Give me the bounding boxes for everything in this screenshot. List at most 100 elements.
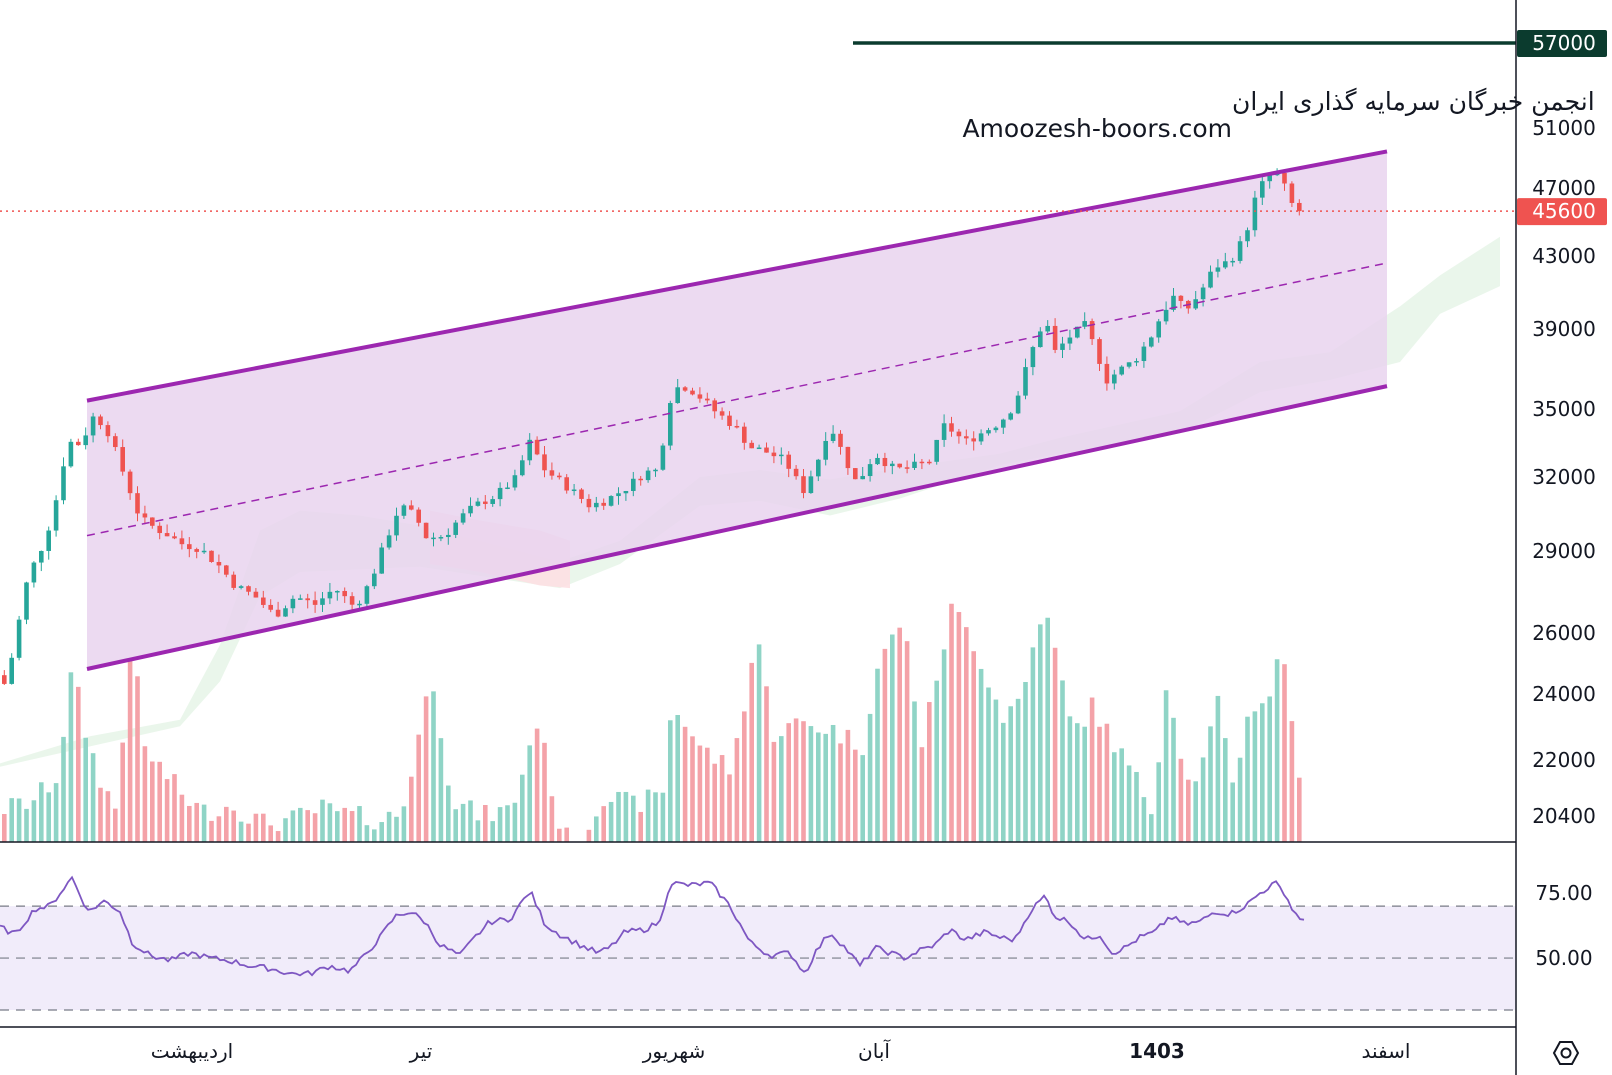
volume-bar bbox=[853, 749, 858, 842]
candle-body bbox=[845, 446, 851, 469]
target-price-badge-bg bbox=[1517, 30, 1607, 57]
price-tick-label: 22000 bbox=[1532, 748, 1596, 772]
candle-body bbox=[904, 467, 910, 469]
volume-bar bbox=[468, 800, 473, 842]
candle-body bbox=[275, 609, 281, 617]
volume-bar bbox=[386, 811, 392, 842]
volume-bar bbox=[83, 737, 88, 842]
candle-body bbox=[298, 598, 303, 600]
volume-bar bbox=[534, 728, 540, 842]
time-tick-label: شهریور bbox=[642, 1039, 706, 1063]
last-price-badge-bg bbox=[1517, 198, 1607, 226]
candle-body bbox=[246, 586, 251, 592]
candle-body bbox=[497, 487, 503, 500]
candle-body bbox=[31, 562, 37, 583]
candle-body bbox=[16, 619, 22, 658]
volume-bar bbox=[201, 804, 207, 842]
chart-overlays bbox=[0, 41, 1516, 212]
candle-body bbox=[312, 600, 318, 605]
candle-body bbox=[364, 586, 370, 604]
candle-body bbox=[1260, 181, 1265, 198]
candle-body bbox=[801, 476, 806, 494]
candle-body bbox=[409, 505, 414, 510]
candle-body bbox=[705, 398, 710, 401]
candle-body bbox=[1289, 183, 1295, 203]
candle-body bbox=[172, 536, 177, 539]
candle-body bbox=[867, 464, 873, 477]
candle-body bbox=[534, 439, 540, 455]
volume-bar bbox=[39, 782, 44, 842]
price-tick-label: 20400 bbox=[1532, 804, 1596, 828]
volume-bar bbox=[416, 734, 421, 842]
volume-bar bbox=[98, 787, 103, 842]
settings-icon[interactable] bbox=[1552, 1041, 1580, 1065]
candle-body bbox=[512, 475, 518, 488]
volume-bar bbox=[890, 634, 895, 842]
candle-body bbox=[105, 425, 111, 437]
volume-bar bbox=[542, 742, 547, 842]
candle-body bbox=[394, 515, 399, 536]
candle-body bbox=[349, 596, 355, 605]
candle-body bbox=[1075, 326, 1080, 338]
time-tick-label: اردیبهشت bbox=[151, 1039, 233, 1063]
candle-body bbox=[1038, 331, 1043, 348]
candle-body bbox=[453, 522, 458, 535]
candle-body bbox=[1060, 343, 1065, 350]
volume-bar bbox=[275, 831, 281, 842]
price-tick-label: 47000 bbox=[1532, 176, 1596, 200]
volume-bar bbox=[364, 825, 370, 842]
candle-body bbox=[1215, 267, 1221, 272]
volume-bar bbox=[897, 627, 902, 842]
volume-bar bbox=[875, 668, 880, 842]
volume-bar bbox=[1149, 814, 1154, 842]
candle-body bbox=[372, 573, 377, 587]
volume-bar bbox=[971, 651, 976, 842]
volume-bar bbox=[1282, 664, 1287, 842]
volume-bar bbox=[586, 829, 592, 842]
volume-bar bbox=[1030, 647, 1036, 842]
volume-bar bbox=[527, 745, 532, 842]
price-tick-label: 43000 bbox=[1532, 244, 1596, 268]
candle-body bbox=[853, 468, 858, 480]
candle-body bbox=[127, 471, 133, 494]
candle-body bbox=[320, 598, 325, 605]
volume-bar bbox=[697, 745, 703, 842]
price-tick-label: 24000 bbox=[1532, 682, 1596, 706]
volume-bar bbox=[505, 805, 510, 842]
volume-bar bbox=[1067, 716, 1073, 842]
volume-bar bbox=[1104, 723, 1110, 842]
volume-bar bbox=[1097, 726, 1102, 842]
volume-bar bbox=[742, 711, 747, 842]
candle-body bbox=[616, 493, 621, 497]
candle-body bbox=[261, 597, 266, 605]
candle-body bbox=[623, 490, 629, 494]
candle-body bbox=[268, 604, 273, 610]
candle-body bbox=[1112, 374, 1117, 384]
volume-bar bbox=[608, 801, 614, 842]
candlestick-series bbox=[2, 168, 1302, 685]
candle-body bbox=[1171, 295, 1176, 310]
candle-body bbox=[438, 537, 444, 539]
candle-body bbox=[1097, 339, 1102, 364]
volume-bar bbox=[394, 816, 399, 842]
volume-bar bbox=[1112, 752, 1117, 842]
volume-bar bbox=[764, 686, 769, 842]
candle-body bbox=[727, 415, 732, 426]
volume-bar bbox=[919, 747, 925, 842]
channel-mid-line bbox=[86, 262, 1388, 537]
candle-body bbox=[734, 425, 740, 428]
candle-body bbox=[1223, 261, 1228, 268]
candle-body bbox=[209, 550, 214, 562]
candle-body bbox=[875, 457, 880, 465]
channel-area bbox=[87, 151, 1387, 670]
candle-body bbox=[187, 544, 192, 550]
volume-bar bbox=[786, 723, 791, 842]
candle-body bbox=[1030, 347, 1036, 368]
volume-bar bbox=[150, 761, 155, 842]
candle-body bbox=[771, 452, 777, 457]
candle-body bbox=[557, 475, 562, 478]
volume-bar bbox=[1193, 781, 1198, 842]
candle-body bbox=[1141, 346, 1147, 362]
candle-body bbox=[468, 505, 473, 514]
